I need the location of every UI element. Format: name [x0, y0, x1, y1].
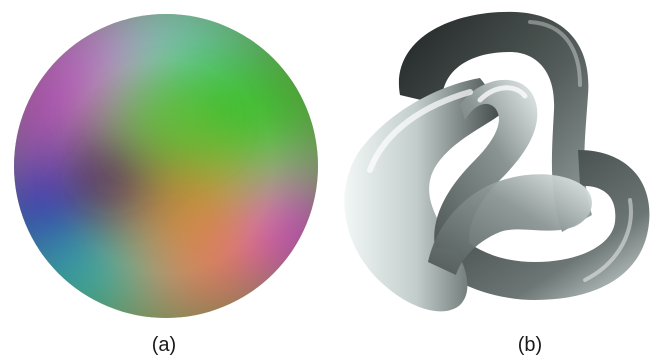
caption-b: (b) [517, 334, 543, 356]
color-sphere [14, 14, 318, 318]
panel-a: (a) [14, 14, 318, 356]
trefoil-knot [344, 11, 650, 312]
caption-a: (a) [151, 334, 177, 356]
panel-b: (b) [330, 0, 659, 360]
